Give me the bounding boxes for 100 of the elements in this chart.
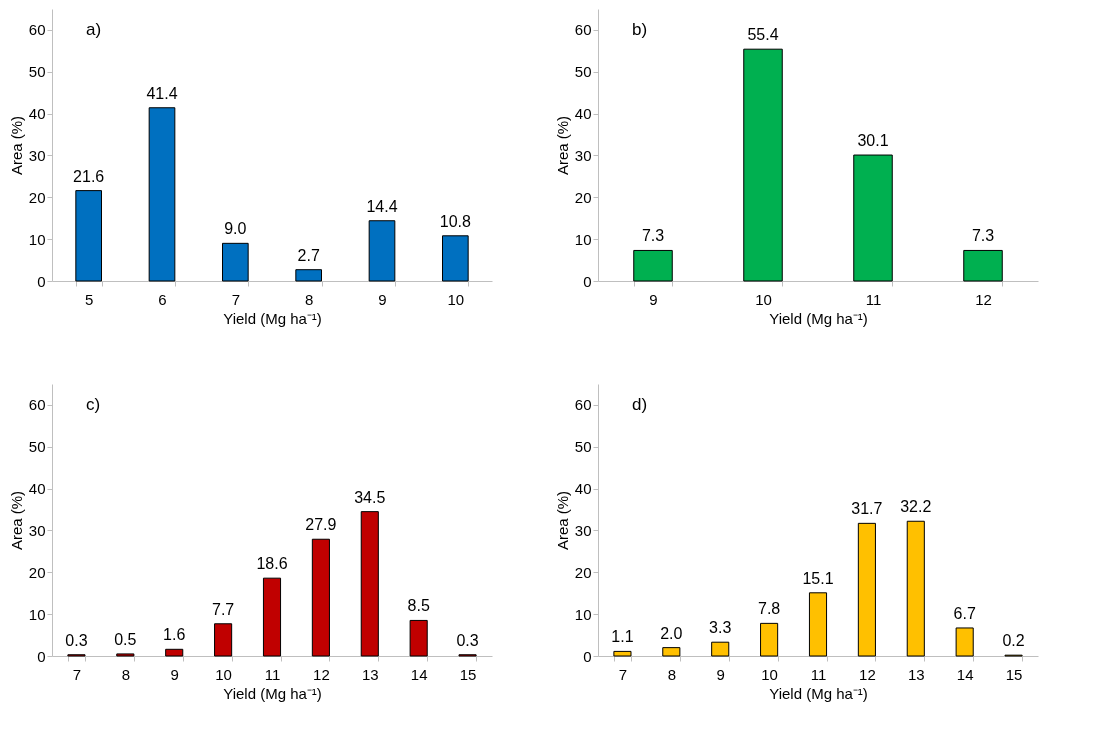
y-tick-label: 30 — [574, 521, 592, 539]
text: b) — [632, 20, 648, 39]
data-label: 15.1 — [802, 569, 834, 587]
data-label: 2.7 — [297, 246, 320, 264]
y-tick-label: 50 — [574, 63, 592, 81]
x-tick-label: 11 — [865, 290, 882, 308]
bar — [360, 511, 379, 657]
bar — [711, 641, 730, 657]
y-tick-label: 50 — [574, 438, 592, 456]
data-label: 21.6 — [73, 167, 105, 185]
x-tick-label: 11 — [810, 665, 827, 683]
y-tick-label: 10 — [574, 230, 592, 248]
data-label: 1.1 — [611, 628, 634, 646]
data-label: 7.8 — [757, 600, 781, 618]
y-tick-label: 50 — [28, 63, 46, 81]
bar — [75, 190, 102, 282]
bar — [760, 622, 779, 657]
x-tick-label: 8 — [304, 290, 314, 308]
bar — [743, 48, 783, 282]
bar — [165, 648, 184, 657]
x-tick-label: 9 — [716, 665, 725, 683]
text: d) — [632, 395, 648, 414]
data-label: 2.0 — [660, 624, 683, 642]
y-tick-label: 10 — [574, 605, 592, 623]
x-tick-label: 7 — [231, 290, 241, 308]
data-label: 41.4 — [146, 84, 178, 102]
x-tick-label: 10 — [215, 665, 232, 683]
bar — [613, 650, 632, 657]
data-label: 27.9 — [305, 516, 337, 534]
data-label: 34.5 — [354, 488, 386, 506]
data-label: 32.2 — [900, 498, 932, 516]
y-tick-label: 60 — [28, 21, 46, 39]
x-tick-label: 11 — [264, 665, 281, 683]
y-tick-label: 40 — [28, 105, 46, 123]
y-tick-label: 20 — [28, 563, 46, 581]
bar — [368, 220, 396, 282]
x-tick-label: 10 — [755, 290, 772, 308]
data-label: 8.5 — [407, 597, 430, 615]
data-label: 1.6 — [163, 626, 186, 644]
y-tick-label: 0 — [583, 647, 592, 665]
y-axis-title: Area (%) — [553, 115, 571, 176]
x-tick-label: 10 — [447, 290, 465, 308]
bar — [808, 592, 828, 657]
y-tick-label: 0 — [583, 272, 592, 290]
x-tick-label: 14 — [956, 665, 974, 683]
x-tick-label: 10 — [761, 665, 778, 683]
y-axis-title: Area (%) — [7, 115, 25, 176]
data-label: 0.5 — [114, 630, 137, 648]
text: a) — [86, 20, 102, 39]
bar — [409, 619, 428, 657]
data-label: 31.7 — [851, 500, 883, 518]
data-label: 9.0 — [224, 220, 247, 238]
x-tick-label: 12 — [859, 665, 876, 683]
x-axis-title: Yield (Mg ha⁻¹) — [223, 309, 322, 327]
x-tick-label: 9 — [170, 665, 179, 683]
bar — [857, 522, 876, 657]
x-tick-label: 8 — [121, 665, 131, 683]
text: c) — [86, 395, 101, 414]
y-tick-label: 10 — [28, 230, 46, 248]
y-tick-label: 60 — [28, 396, 46, 414]
bar — [148, 107, 176, 282]
bar — [955, 627, 974, 657]
bar — [222, 242, 249, 282]
x-tick-label: 13 — [907, 665, 925, 683]
data-label: 7.3 — [641, 227, 665, 245]
y-axis-title: Area (%) — [553, 490, 571, 551]
x-tick-label: 6 — [158, 290, 167, 308]
data-label: 7.7 — [211, 600, 235, 618]
y-tick-label: 50 — [28, 438, 46, 456]
x-axis-title: Yield (Mg ha⁻¹) — [223, 684, 322, 702]
data-label: 7.3 — [971, 227, 995, 245]
data-label: 6.7 — [953, 604, 976, 622]
data-label: 0.2 — [1002, 632, 1025, 650]
bar — [963, 249, 1003, 282]
bar — [662, 647, 681, 657]
data-label: 3.3 — [709, 619, 732, 637]
x-tick-label: 9 — [378, 290, 387, 308]
x-tick-label: 12 — [975, 290, 992, 308]
x-tick-label: 13 — [361, 665, 379, 683]
y-tick-label: 0 — [37, 272, 46, 290]
x-tick-label: 9 — [649, 290, 658, 308]
bar — [116, 653, 135, 657]
y-tick-label: 40 — [574, 480, 592, 498]
x-axis-title: Yield (Mg ha⁻¹) — [769, 684, 868, 702]
bar — [262, 577, 282, 657]
x-tick-label: 12 — [313, 665, 330, 683]
data-label: 10.8 — [439, 212, 472, 230]
y-tick-label: 60 — [574, 21, 592, 39]
bar — [442, 235, 469, 282]
x-tick-label: 15 — [1005, 665, 1023, 683]
bar — [906, 520, 925, 657]
x-tick-label: 15 — [459, 665, 477, 683]
x-tick-label: 7 — [618, 665, 628, 683]
y-tick-label: 40 — [574, 105, 592, 123]
y-tick-label: 30 — [574, 146, 592, 164]
y-tick-label: 30 — [28, 146, 46, 164]
x-tick-label: 5 — [84, 290, 94, 308]
bar — [295, 269, 322, 282]
y-tick-label: 20 — [574, 563, 592, 581]
y-tick-label: 20 — [28, 188, 46, 206]
